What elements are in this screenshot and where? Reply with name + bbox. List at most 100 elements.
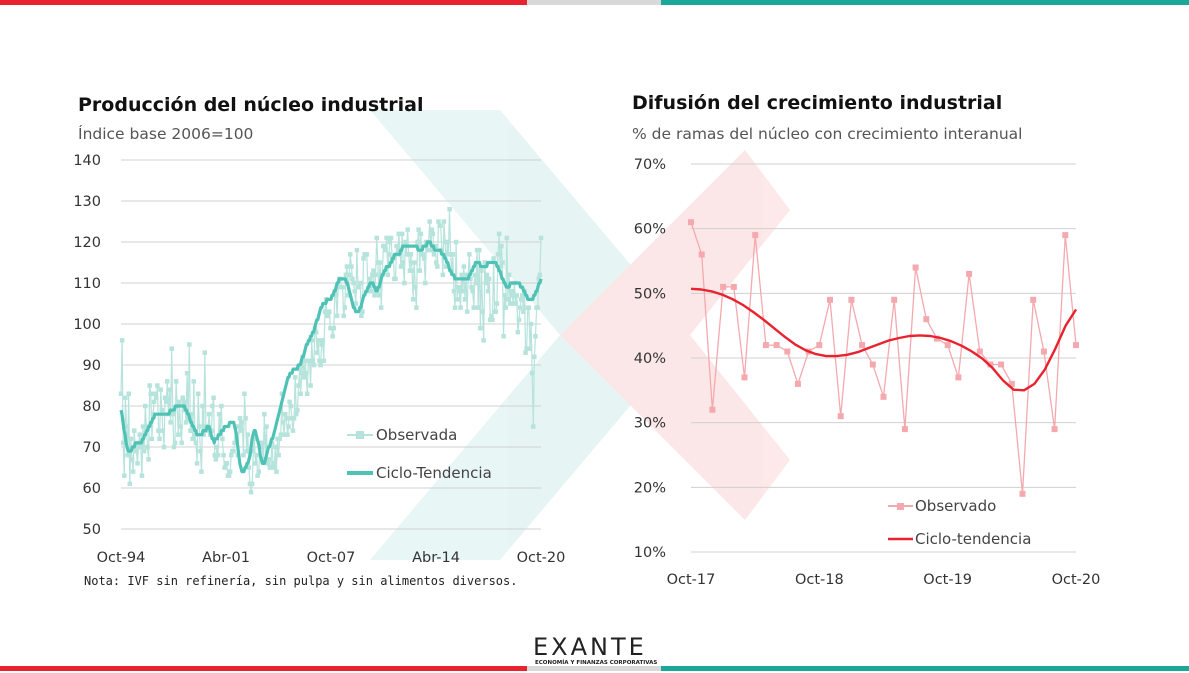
c1-point <box>231 449 236 454</box>
c1-point <box>350 277 355 282</box>
c1-point <box>131 469 136 474</box>
c1-point <box>187 342 192 347</box>
c2-point <box>1020 491 1026 497</box>
c1-point <box>130 457 135 462</box>
c1-point <box>517 318 522 323</box>
c1-point <box>393 277 398 282</box>
c1-point <box>300 371 305 376</box>
c1-point <box>157 437 162 442</box>
c1-point <box>539 236 544 241</box>
c1-y-tick-label: 50 <box>83 522 101 538</box>
c2-point <box>1062 232 1068 238</box>
c1-point <box>281 420 286 425</box>
c1-point <box>207 412 212 417</box>
c1-point <box>298 392 303 397</box>
c1-point <box>430 227 435 232</box>
c1-y-tick-label: 60 <box>83 481 101 497</box>
c1-point <box>199 469 204 474</box>
c1-point <box>382 244 387 249</box>
c1-point <box>219 404 224 409</box>
legend-ciclo-tendencia-label: Ciclo-Tendencia <box>376 464 492 482</box>
c1-point <box>442 219 447 224</box>
c1-point <box>181 396 186 401</box>
c2-y-tick-label: 60% <box>634 222 666 238</box>
c1-point <box>321 338 326 343</box>
c2-point <box>859 342 865 348</box>
c1-point <box>147 383 152 388</box>
c1-point <box>523 350 528 355</box>
c1-point <box>317 359 322 364</box>
c1-point <box>491 256 496 261</box>
c1-point <box>463 297 468 302</box>
c1-point <box>403 240 408 245</box>
c1-point <box>451 252 456 257</box>
c1-point <box>170 346 175 351</box>
c1-point <box>237 424 242 429</box>
c1-point <box>494 309 499 314</box>
c1-point <box>355 248 360 253</box>
c1-point <box>386 273 391 278</box>
c1-point <box>178 424 183 429</box>
c1-point <box>302 375 307 380</box>
c1-y-tick-label: 130 <box>73 194 101 210</box>
c1-point <box>308 383 313 388</box>
c1-point <box>375 236 380 241</box>
c1-point <box>400 232 405 237</box>
c1-point <box>154 396 159 401</box>
c1-point <box>501 334 506 339</box>
c2-point <box>902 426 908 432</box>
c1-point <box>177 400 182 405</box>
c1-point <box>294 412 299 417</box>
c1-point <box>195 461 200 466</box>
c1-point <box>431 232 436 237</box>
c1-point <box>373 273 378 278</box>
c1-point <box>436 219 441 224</box>
c1-point <box>262 412 267 417</box>
c1-point <box>127 392 132 397</box>
c2-point <box>891 297 897 303</box>
c1-point <box>496 252 501 257</box>
c1-point <box>215 445 220 450</box>
c1-point <box>168 420 173 425</box>
c1-point <box>427 219 432 224</box>
c1-point <box>372 293 377 298</box>
c1-point <box>521 309 526 314</box>
c1-point <box>401 260 406 265</box>
c1-point <box>135 461 140 466</box>
c2-y-tick-label: 50% <box>634 286 666 302</box>
c1-y-tick-label: 120 <box>73 235 101 251</box>
c1-point <box>343 305 348 310</box>
c2-point <box>742 374 748 380</box>
c1-point <box>347 273 352 278</box>
c1-point <box>165 379 170 384</box>
c1-point <box>473 273 478 278</box>
c1-point <box>128 482 133 487</box>
charts-canvas: Producción del núcleo industrial Índice … <box>0 0 1189 673</box>
c1-point <box>505 236 510 241</box>
c1-point <box>399 264 404 269</box>
c2-point <box>977 349 983 355</box>
c2-series-ciclo-tendencia-line <box>691 289 1076 391</box>
legend-observado-marker <box>897 503 904 510</box>
c2-point <box>731 284 737 290</box>
c1-x-tick-label: Abr-01 <box>202 550 250 566</box>
c1-point <box>292 416 297 421</box>
c1-point <box>211 396 216 401</box>
c1-point <box>358 281 363 286</box>
c1-point <box>515 293 520 298</box>
c1-point <box>518 305 523 310</box>
c1-point <box>327 309 332 314</box>
c1-point <box>411 297 416 302</box>
c2-point <box>699 252 705 258</box>
c1-point <box>497 232 502 237</box>
c1-point <box>456 285 461 290</box>
c1-point <box>528 346 533 351</box>
c1-point <box>287 400 292 405</box>
c1-point <box>409 252 414 257</box>
c1-point <box>452 289 457 294</box>
c1-y-tick-label: 90 <box>83 358 101 374</box>
c1-point <box>479 268 484 273</box>
c2-point <box>1052 426 1058 432</box>
c1-point <box>332 326 337 331</box>
c1-point <box>357 285 362 290</box>
